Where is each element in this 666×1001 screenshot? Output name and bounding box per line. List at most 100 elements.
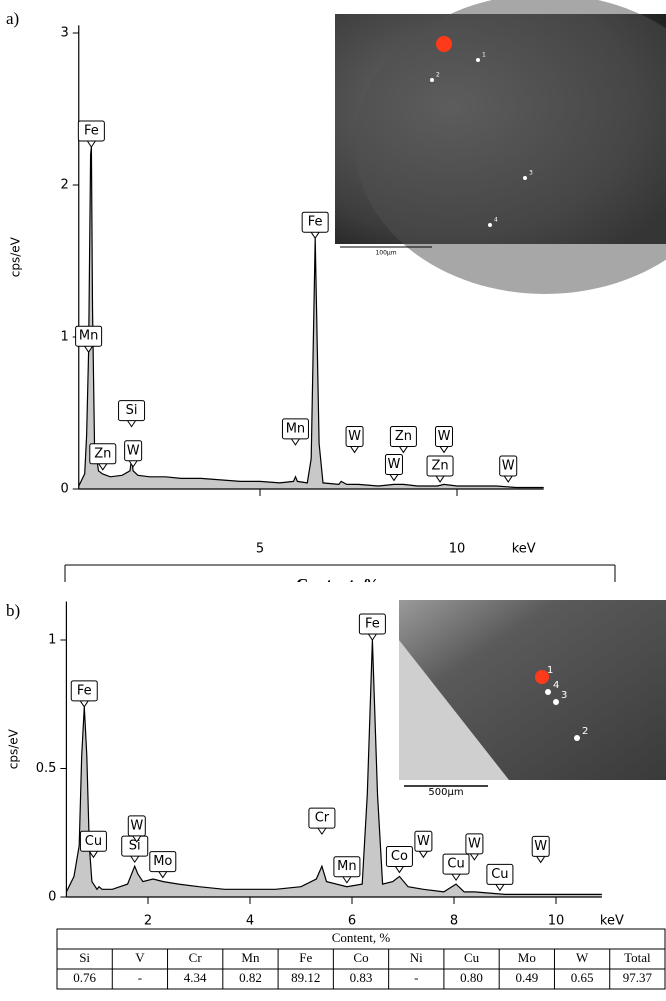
peak-label: Si	[129, 839, 141, 854]
peak-label: Co	[391, 849, 408, 864]
peak-box	[426, 455, 454, 477]
peak-pointer	[469, 853, 479, 861]
peak-label: Mn	[337, 859, 356, 874]
scale-label: 500μm	[428, 787, 463, 798]
point-label: 3	[529, 170, 533, 177]
peak-label: W	[388, 457, 401, 472]
peak-callout: Co	[385, 845, 413, 874]
peak-pointer	[310, 231, 320, 240]
peak-box	[149, 851, 177, 873]
peak-label: W	[534, 839, 547, 854]
y-tick-label: 1	[48, 633, 56, 648]
peak-pointer	[367, 633, 377, 641]
peak-box	[389, 425, 417, 447]
table-title: Content, %	[296, 575, 380, 594]
peak-label: W	[417, 834, 430, 849]
sem-point	[523, 176, 527, 180]
table-cell: 4.34	[184, 970, 207, 985]
table-header: Si	[79, 950, 90, 965]
peak-callout: Fe	[70, 680, 98, 708]
table-header: Mn	[241, 950, 260, 965]
peak-label: Cr	[315, 811, 330, 826]
peak-box	[89, 443, 117, 465]
y-tick-label: 0.5	[36, 761, 57, 776]
peak-callout: W	[124, 440, 143, 468]
peak-callout: Zn	[426, 455, 454, 483]
peak-box	[79, 830, 107, 852]
peak-pointer	[128, 460, 138, 468]
peak-label: W	[127, 443, 140, 458]
spectrum-line	[65, 639, 602, 895]
peak-label: Mn	[286, 421, 305, 436]
peak-box	[358, 613, 386, 635]
peak-callout: Cu	[79, 830, 107, 859]
peak-pointer	[317, 827, 327, 836]
table-cell: -	[138, 970, 142, 985]
x-tick-label: 6	[348, 914, 356, 929]
peak-box	[75, 325, 103, 347]
peak-label: W	[468, 836, 481, 851]
peak-pointer	[418, 851, 428, 859]
peak-pointer	[89, 851, 98, 859]
peak-pointer	[86, 140, 96, 148]
peak-callout: W	[499, 455, 518, 483]
peak-pointer	[398, 446, 408, 454]
peak-label: W	[130, 818, 143, 833]
peak-pointer	[98, 463, 108, 471]
table-header: Co	[353, 950, 368, 965]
table-cell: -	[414, 970, 418, 985]
peak-callout: Cu	[442, 853, 470, 882]
peak-callout: Zn	[89, 443, 117, 471]
table-cell: 89.12	[291, 970, 320, 985]
table-header: Fe	[299, 950, 312, 965]
peak-box	[434, 425, 453, 447]
table-cell: 0.76	[73, 970, 96, 985]
peak-pointer	[79, 700, 89, 708]
table-cell: 0.49	[515, 970, 538, 985]
peak-callout: W	[127, 815, 146, 843]
table-title: Content, %	[332, 930, 391, 945]
table-frame	[56, 928, 666, 990]
peak-label: Mn	[79, 329, 98, 344]
peak-callout: W	[414, 830, 433, 859]
peak-callout: W	[531, 835, 550, 864]
panel-label: a)	[6, 9, 19, 28]
table-header: W	[576, 950, 589, 965]
table-cell: 0.65	[571, 970, 594, 985]
peak-box	[442, 853, 470, 875]
peak-label: W	[502, 458, 515, 473]
peak-pointer	[439, 446, 449, 454]
peak-label: W	[438, 429, 451, 444]
peak-box	[127, 815, 146, 837]
table-header: Mo	[518, 950, 536, 965]
peak-box	[385, 845, 413, 867]
y-tick-label: 0	[60, 482, 68, 497]
peak-label: Zn	[395, 429, 412, 444]
sem-point	[574, 735, 580, 741]
peak-pointer	[132, 835, 142, 843]
peak-label: Cu	[447, 857, 464, 872]
y-axis-label: cps/eV	[7, 728, 21, 769]
peak-pointer	[291, 438, 300, 446]
peak-label: Fe	[84, 124, 99, 139]
peak-pointer	[435, 475, 445, 483]
table-cell: 0.80	[460, 970, 483, 985]
table-cell: 97.37	[623, 970, 653, 985]
peak-pointer	[451, 873, 461, 882]
peak-callout: Cr	[308, 807, 336, 836]
peak-callout: Fe	[301, 211, 329, 240]
sem-edge	[399, 640, 509, 780]
peak-callout: Zn	[389, 425, 417, 454]
peak-callout: Si	[118, 400, 146, 428]
y-axis-label: cps/eV	[9, 236, 23, 277]
peak-box	[301, 211, 329, 233]
x-tick-label: 8	[450, 914, 458, 929]
peak-box	[77, 120, 105, 142]
peak-box	[414, 830, 433, 852]
peak-pointer	[158, 871, 168, 879]
sem-specimen	[355, 0, 666, 294]
peak-box	[486, 863, 514, 885]
peak-callout: Mn	[333, 856, 361, 884]
